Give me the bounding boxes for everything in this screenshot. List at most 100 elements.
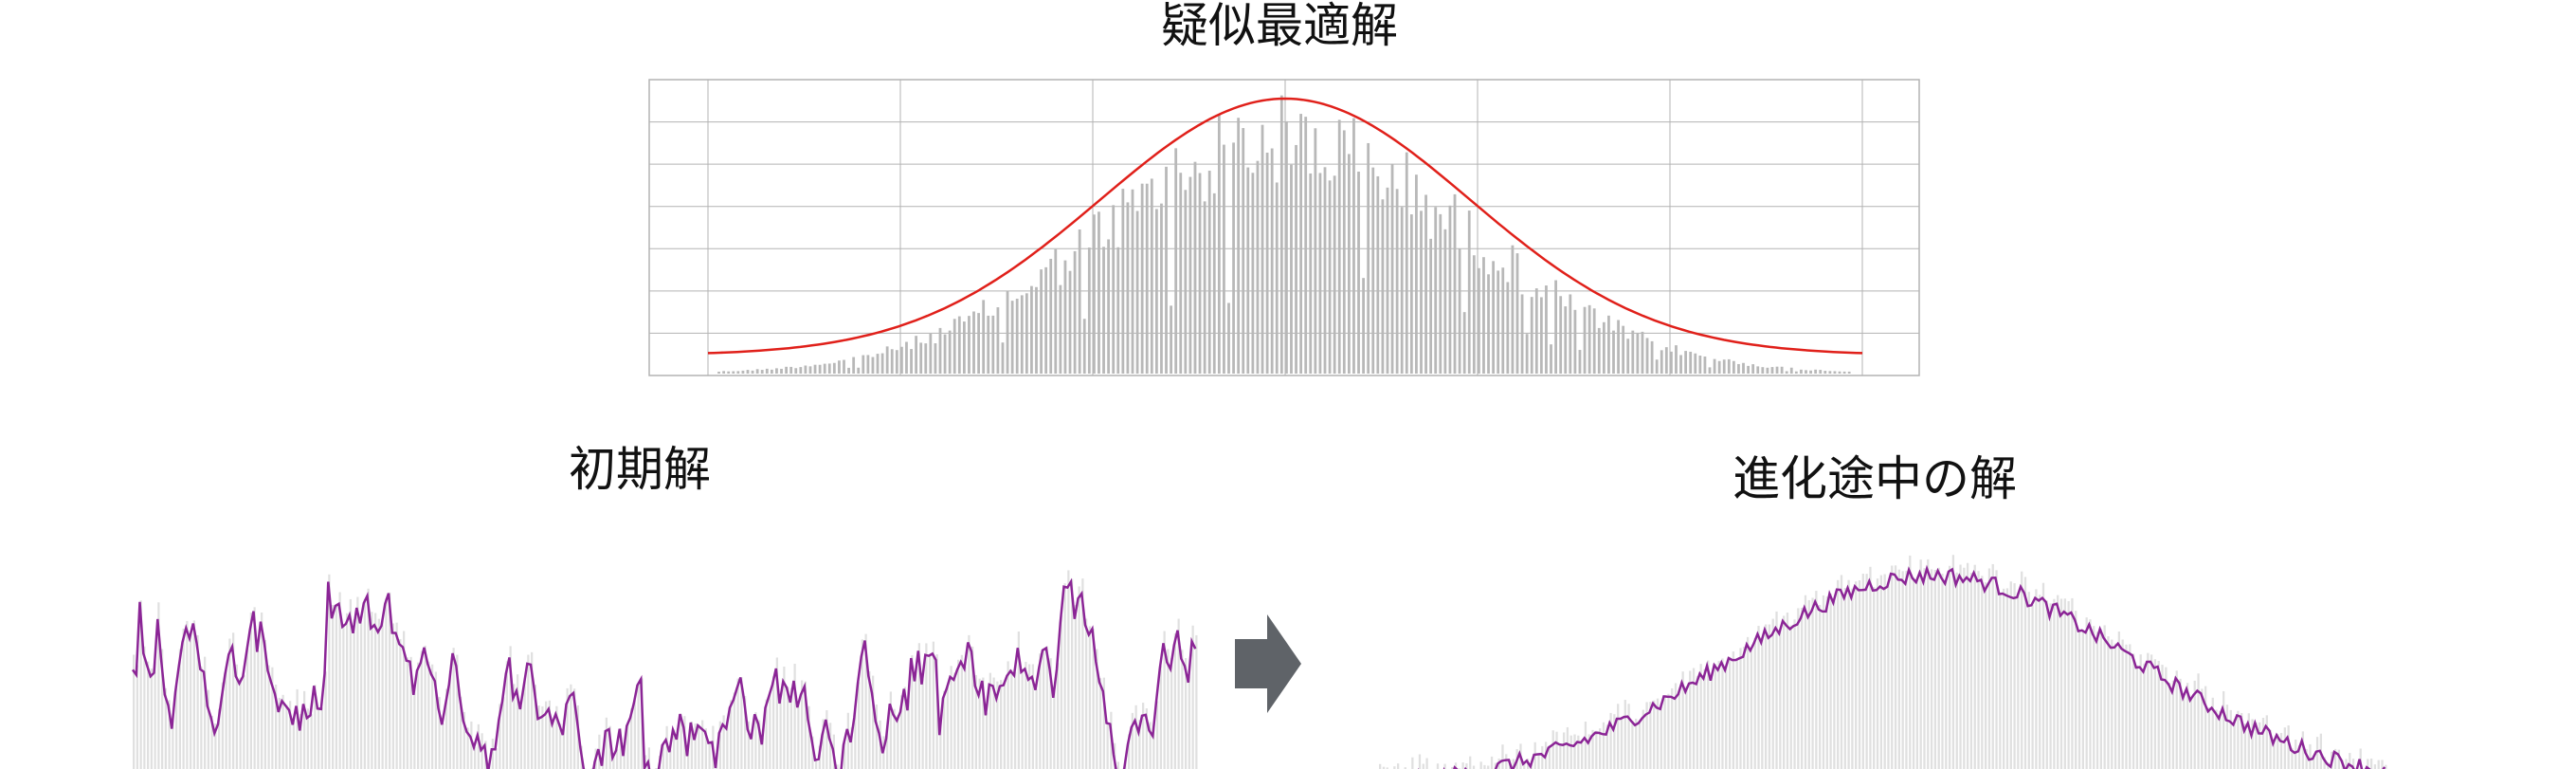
histogram-bar	[1757, 626, 1760, 769]
histogram-bar	[2297, 745, 2301, 769]
histogram-bar	[523, 679, 526, 769]
chart-title-initial: 初期解	[569, 442, 711, 497]
histogram-bar	[2049, 603, 2052, 769]
histogram-bar	[1703, 356, 1707, 374]
histogram-bar	[1074, 605, 1077, 769]
histogram-bar	[1660, 350, 1663, 374]
histogram-bar	[1923, 568, 1926, 769]
histogram-bar	[857, 367, 861, 374]
histogram-bar	[708, 742, 711, 769]
histogram-bar	[1461, 762, 1464, 769]
histogram-bar	[136, 665, 138, 769]
histogram-bar	[1756, 366, 1760, 374]
histogram-bar	[905, 341, 908, 374]
histogram-bar	[1815, 591, 1818, 769]
histogram-bar	[1703, 668, 1706, 769]
histogram-bar	[555, 705, 558, 769]
trace-line	[131, 577, 1197, 769]
histogram-bar	[2240, 712, 2243, 769]
histogram-bar	[744, 696, 747, 769]
histogram-bar	[2121, 639, 2124, 769]
histogram-bar	[962, 321, 966, 374]
histogram-bar	[2219, 710, 2222, 769]
histogram-bar	[943, 690, 946, 769]
histogram-bar	[846, 712, 849, 769]
histogram-bar	[1154, 209, 1158, 374]
histogram-bar	[1605, 724, 1608, 769]
histogram-bar	[935, 654, 938, 769]
histogram-bar	[1040, 269, 1043, 374]
histogram-bar	[257, 650, 260, 769]
histogram-bar	[2077, 630, 2081, 769]
histogram-bar	[154, 661, 156, 769]
histogram-bar	[1801, 607, 1804, 769]
histogram-bar	[726, 721, 729, 769]
histogram-bar	[953, 672, 956, 769]
histogram-bar	[289, 701, 292, 769]
histogram-bar	[647, 747, 650, 769]
histogram-bar	[1833, 371, 1837, 374]
histogram-bar	[1159, 666, 1162, 769]
histogram-bar	[1828, 371, 1832, 374]
histogram-bar	[427, 661, 430, 769]
histogram-bar	[1087, 247, 1091, 374]
histogram-bar	[1545, 285, 1548, 374]
histogram-bar	[811, 736, 814, 769]
histogram-bar	[758, 720, 761, 769]
histogram-bar	[1564, 306, 1568, 374]
histogram-bar	[1800, 369, 1803, 374]
histogram-bar	[2057, 595, 2059, 769]
histogram-bar	[1761, 637, 1764, 769]
histogram-bar	[1511, 245, 1515, 374]
histogram-bar	[1487, 274, 1490, 374]
histogram-bar	[1613, 714, 1616, 769]
histogram-bar	[1809, 370, 1812, 374]
histogram-bar	[2081, 630, 2084, 769]
histogram-bar	[1955, 572, 1958, 769]
histogram-bar	[1039, 653, 1042, 769]
histogram-bar	[1045, 646, 1048, 769]
histogram-bar	[829, 723, 832, 769]
histogram-bar	[694, 723, 697, 769]
histogram-bar	[1057, 663, 1060, 769]
histogram-bar	[2273, 740, 2276, 769]
histogram-bar	[1165, 166, 1168, 374]
histogram-bar	[562, 720, 565, 769]
histogram-bar	[1751, 364, 1755, 374]
histogram-bar	[1096, 649, 1098, 769]
histogram-bar	[2168, 683, 2171, 769]
histogram-bar	[409, 656, 412, 769]
histogram-bar	[2201, 688, 2204, 769]
histogram-bar	[2035, 589, 2038, 769]
histogram-bar	[1617, 320, 1620, 374]
histogram-bar	[1314, 128, 1317, 374]
initial-chart	[131, 570, 1198, 769]
histogram-bar	[740, 677, 743, 769]
histogram-bar	[2135, 665, 2139, 769]
histogram-bar	[531, 651, 534, 769]
histogram-bar	[732, 371, 735, 374]
histogram-bar	[1987, 568, 1991, 769]
histogram-bar	[1627, 704, 1630, 769]
histogram-bar	[1386, 187, 1389, 374]
histogram-bar	[2301, 731, 2304, 769]
histogram-bar	[1505, 754, 1508, 769]
histogram-bar	[346, 613, 349, 769]
histogram-bar	[1472, 765, 1476, 769]
histogram-bar	[1207, 171, 1211, 374]
histogram-bar	[2233, 719, 2236, 769]
histogram-bar	[754, 712, 757, 769]
histogram-bar	[1819, 605, 1822, 769]
histogram-bar	[2031, 605, 2034, 769]
histogram-bar	[850, 727, 853, 769]
histogram-bar	[190, 631, 192, 769]
histogram-bar	[214, 723, 217, 769]
histogram-bar	[2359, 748, 2362, 769]
histogram-bar	[996, 681, 999, 769]
histogram-bar	[619, 728, 622, 769]
histogram-bar	[342, 626, 345, 769]
histogram-bar	[794, 368, 798, 374]
histogram-bar	[1506, 282, 1510, 374]
histogram-bar	[1112, 205, 1116, 374]
histogram-bar	[1170, 658, 1173, 769]
